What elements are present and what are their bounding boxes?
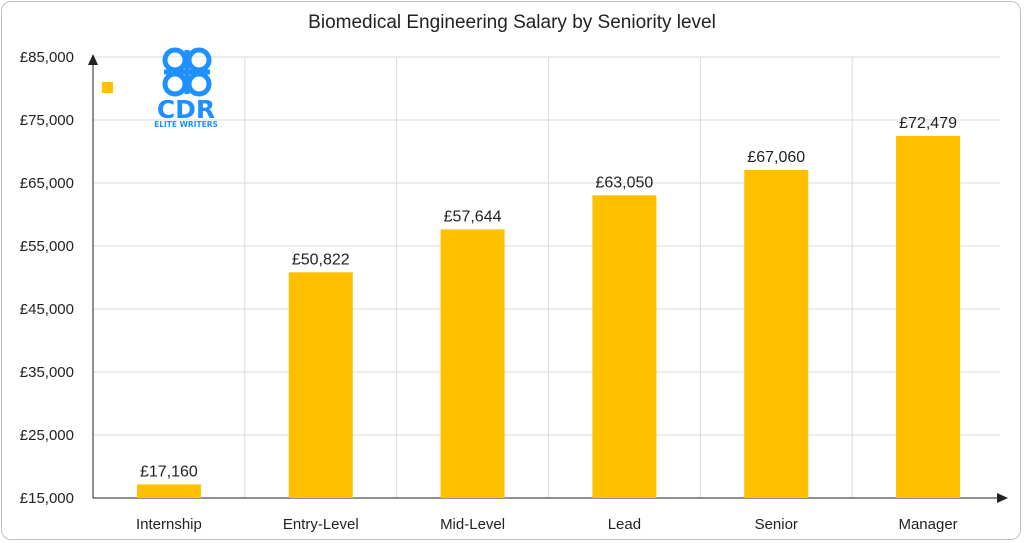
logo-sub-text: ELITE WRITERS [154,120,218,129]
x-tick-label: Lead [608,516,641,533]
chart-title: Biomedical Engineering Salary by Seniori… [308,12,716,33]
bars [136,135,961,498]
y-axis-arrow [88,54,98,65]
data-label: £50,822 [292,251,350,268]
bar-manager [896,135,961,498]
logo-mark-icon [162,47,212,97]
cdr-logo: CDR ELITE WRITERS [154,47,218,129]
y-tick-label: £15,000 [20,490,74,507]
x-tick-labels: Internship Entry-Level Mid-Level Lead Senior… [136,516,958,533]
y-tick-label: £65,000 [20,175,74,192]
bar-mid-level [440,229,505,498]
bar-lead [592,195,657,498]
gridlines [93,56,1000,498]
bar-internship [136,484,201,498]
y-tick-label: £55,000 [20,238,74,255]
x-tick-label: Internship [136,516,202,533]
data-labels: £17,160 £50,822 £57,644 £63,050 £67,060 £72,4… [140,115,957,481]
x-tick-label: Entry-Level [283,516,359,533]
y-tick-label: £45,000 [20,301,74,318]
x-tick-label: Manager [898,516,957,533]
x-axis-arrow [997,493,1008,503]
data-label: £72,479 [899,115,957,132]
y-tick-label: £35,000 [20,364,74,381]
axes [88,54,1008,503]
data-label: £63,050 [595,174,653,191]
data-label: £57,644 [444,208,502,225]
y-tick-labels: £15,000 £25,000 £35,000 £45,000 £55,000 £65,0… [20,49,74,507]
y-tick-label: £85,000 [20,49,74,66]
data-label: £67,060 [747,149,805,166]
bar-senior [744,170,809,498]
x-tick-label: Mid-Level [440,516,505,533]
data-label: £17,160 [140,463,198,480]
legend-swatch [102,82,113,93]
x-tick-label: Senior [755,516,798,533]
y-tick-label: £25,000 [20,427,74,444]
logo-main-text: CDR [157,95,215,124]
y-tick-label: £75,000 [20,112,74,129]
bar-entry-level [288,272,353,498]
